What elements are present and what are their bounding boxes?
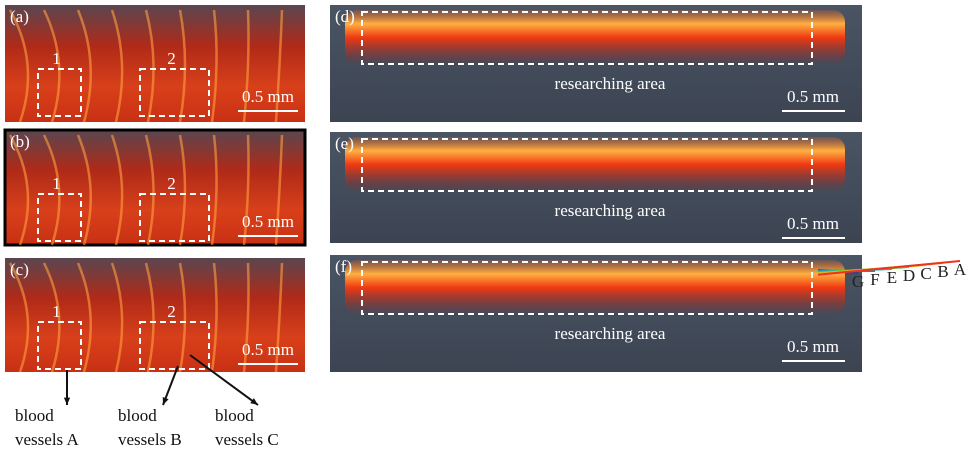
scale-label: 0.5 mm	[787, 337, 839, 356]
panel-label: (e)	[335, 134, 354, 153]
layer-label: E	[887, 268, 897, 287]
vessel-label: vessels C	[215, 430, 279, 449]
panel-label: (f)	[335, 257, 352, 276]
vessel-label: vessels B	[118, 430, 182, 449]
arrow-head	[64, 398, 70, 405]
scale-label: 0.5 mm	[242, 87, 294, 106]
panel-label: (a)	[10, 7, 29, 26]
roi-label: 1	[52, 49, 61, 68]
layer-label: D	[903, 266, 915, 285]
scale-label: 0.5 mm	[787, 87, 839, 106]
tissue-band	[345, 10, 845, 65]
area-label: researching area	[555, 324, 666, 343]
vessel-label: vessels A	[15, 430, 79, 449]
layer-label: C	[920, 264, 931, 283]
tissue-band	[345, 260, 845, 315]
layer-label: A	[954, 260, 967, 279]
area-label: researching area	[555, 74, 666, 93]
panel-label: (c)	[10, 260, 29, 279]
scale-label: 0.5 mm	[787, 214, 839, 233]
area-label: researching area	[555, 201, 666, 220]
roi-label: 1	[52, 302, 61, 321]
layer-label: G	[852, 272, 864, 291]
vessel-label: blood	[15, 406, 54, 425]
scale-label: 0.5 mm	[242, 212, 294, 231]
vessel-label: blood	[118, 406, 157, 425]
roi-label: 2	[167, 49, 176, 68]
layer-label: F	[870, 270, 879, 289]
arrow-head	[163, 397, 169, 405]
figure: (a) 1 2 0.5 mm (b) 1 2 0.5 mm (c) 1 2 0.5 mm (d) rese…	[0, 0, 976, 453]
roi-label: 2	[167, 302, 176, 321]
scale-label: 0.5 mm	[242, 340, 294, 359]
panel-label: (d)	[335, 7, 355, 26]
vessel-label: blood	[215, 406, 254, 425]
tissue-band	[345, 137, 845, 192]
roi-label: 1	[52, 174, 61, 193]
layer-label: B	[937, 262, 948, 281]
roi-label: 2	[167, 174, 176, 193]
panel-label: (b)	[10, 132, 30, 151]
